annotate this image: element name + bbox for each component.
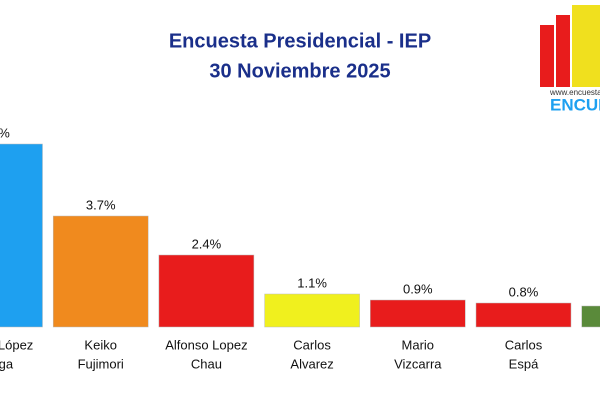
value-label: 3.7% bbox=[86, 197, 116, 212]
bar bbox=[475, 302, 572, 328]
logo-url: www.encuestas.com.pe bbox=[549, 88, 600, 97]
category-label: Fujimori bbox=[78, 356, 124, 371]
value-label: 6.1% bbox=[0, 125, 10, 140]
logo-block bbox=[572, 5, 600, 87]
category-label: Alvarez bbox=[290, 356, 333, 371]
value-label: 0.9% bbox=[403, 281, 433, 296]
bar bbox=[0, 143, 43, 328]
category-label: Alfonso Lopez bbox=[165, 337, 247, 352]
category-label: Espá bbox=[509, 356, 539, 371]
bar bbox=[581, 305, 600, 328]
chart-subtitle: 30 Noviembre 2025 bbox=[209, 60, 390, 82]
category-label: Chau bbox=[191, 356, 222, 371]
logo-block bbox=[540, 25, 554, 87]
value-label: 2.4% bbox=[192, 236, 222, 251]
category-label: Vizcarra bbox=[394, 356, 442, 371]
logo-block bbox=[556, 15, 570, 87]
logo-text: ENCUESTAS bbox=[550, 95, 600, 114]
bar bbox=[158, 254, 255, 328]
value-label: 1.1% bbox=[297, 275, 327, 290]
value-label: 0.8% bbox=[509, 284, 539, 299]
category-label: Carlos bbox=[505, 337, 543, 352]
bar bbox=[52, 215, 149, 328]
chart-title: Encuesta Presidencial - IEP bbox=[169, 30, 431, 52]
category-label: Mario bbox=[402, 337, 435, 352]
bar bbox=[264, 293, 360, 328]
category-label: Keiko bbox=[84, 337, 117, 352]
category-label: Aliaga bbox=[0, 356, 14, 371]
bar bbox=[370, 299, 466, 328]
category-label: Carlos bbox=[293, 337, 331, 352]
category-label: Rafael López bbox=[0, 337, 33, 352]
logo: www.encuestas.com.pe ENCUESTAS bbox=[540, 5, 600, 114]
